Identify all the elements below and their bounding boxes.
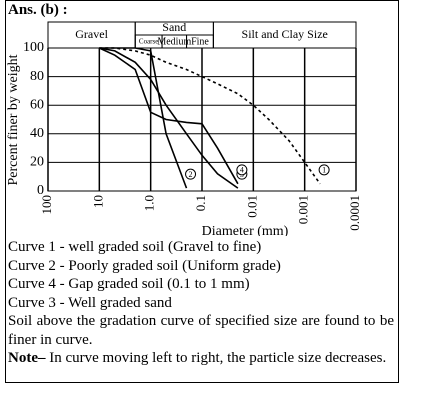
x-tick-label: 0.001 [296,195,311,224]
zone-label: Gravel [75,27,108,41]
curve-label: 2 [189,170,193,179]
curve-label-circle [236,164,248,176]
x-tick-label: 10 [90,195,105,208]
y-tick-label: 100 [23,40,44,55]
curve-label-circle [318,164,330,176]
zone-label: Silt and Clay Size [242,27,328,41]
note-text: In curve moving left to right, the parti… [45,350,387,366]
note-line: Curve 4 - Gap graded soil (0.1 to 1 mm) [8,276,250,292]
sand-zone-label: Coarse [139,38,158,46]
y-tick-label: 20 [30,155,44,170]
x-tick-label: 0.0001 [347,195,362,231]
x-axis-label: Diameter (mm) [202,224,289,236]
x-tick-label: 1.0 [142,195,157,211]
curve-label-circle [185,168,197,180]
curve-label: 1 [322,166,326,175]
y-axis-label: Percent finer by weight [6,54,21,185]
y-tick-label: 60 [30,97,44,112]
x-tick-label: 0.1 [193,195,208,211]
y-tick-label: 80 [30,69,44,84]
sand-zone-label: Medium [157,36,191,47]
note-line: Soil above the gradation curve of specif… [8,313,394,348]
note-line: Curve 3 - Well graded sand [8,294,172,311]
x-tick-label: 100 [39,195,54,215]
curve [99,47,321,185]
note: Note– In curve moving left to right, the… [8,349,394,368]
x-tick-label: 0.01 [244,195,259,218]
zone-label: Sand [162,20,186,34]
sand-zone-label: Fine [191,36,209,47]
heading: Ans. (b) : [8,2,68,18]
notes: Curve 1 - well graded soil (Gravel to fi… [8,238,394,368]
chart: Gravel Sand Silt and Clay Size CoarseMedium… [6,20,362,236]
curve-label: 4 [240,166,244,175]
note-label: Note– [8,350,46,366]
curve [98,47,239,185]
curve [99,47,188,189]
note-line: Curve 2 - Poorly graded soil (Uniform gr… [8,257,281,274]
y-tick-label: 40 [30,126,44,141]
y-tick-label: 0 [37,183,44,198]
answer-box [5,0,399,383]
curve [99,47,239,189]
note-line: Curve 1 - well graded soil (Gravel to fi… [8,239,262,255]
